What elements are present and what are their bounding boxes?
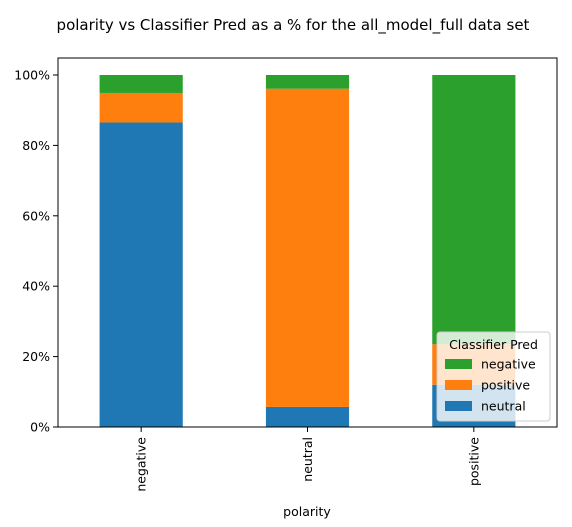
x-tick-label: positive [466,437,481,486]
legend: Classifier Pred negative positive neutral [436,331,551,422]
bar-negative-positive [99,92,183,123]
y-tick-label: 20% [22,349,50,364]
bar-positive-negative [432,75,516,345]
bar-neutral-neutral [265,406,350,427]
legend-label-neutral: neutral [481,399,526,414]
bar-negative-neutral [99,122,183,428]
legend-title: Classifier Pred [449,337,538,352]
legend-label-positive: positive [481,378,530,393]
x-axis-label: polarity [283,504,331,519]
y-tick-label: 80% [22,138,50,153]
y-tick-label: 40% [22,279,50,294]
y-tick-label: 0% [30,420,50,435]
x-tick-label: neutral [300,437,315,482]
legend-swatch-positive [445,380,472,390]
legend-box [436,331,551,422]
y-tick-label: 100% [14,68,50,83]
legend-swatch-negative [445,359,472,369]
bar-neutral-positive [265,88,350,407]
bar-neutral-negative [265,75,350,89]
plot-frame [57,57,558,428]
y-tick-label: 60% [22,208,50,223]
bar-negative-negative [99,75,183,93]
plot-area: 0% 20% 40% 60% 80% 100% negative neutral positiv… [14,57,558,492]
legend-label-negative: negative [481,357,536,372]
chart-title: polarity vs Classifier Pred as a % for t… [57,16,530,35]
legend-swatch-neutral [445,401,472,411]
x-tick-label: negative [134,437,149,492]
